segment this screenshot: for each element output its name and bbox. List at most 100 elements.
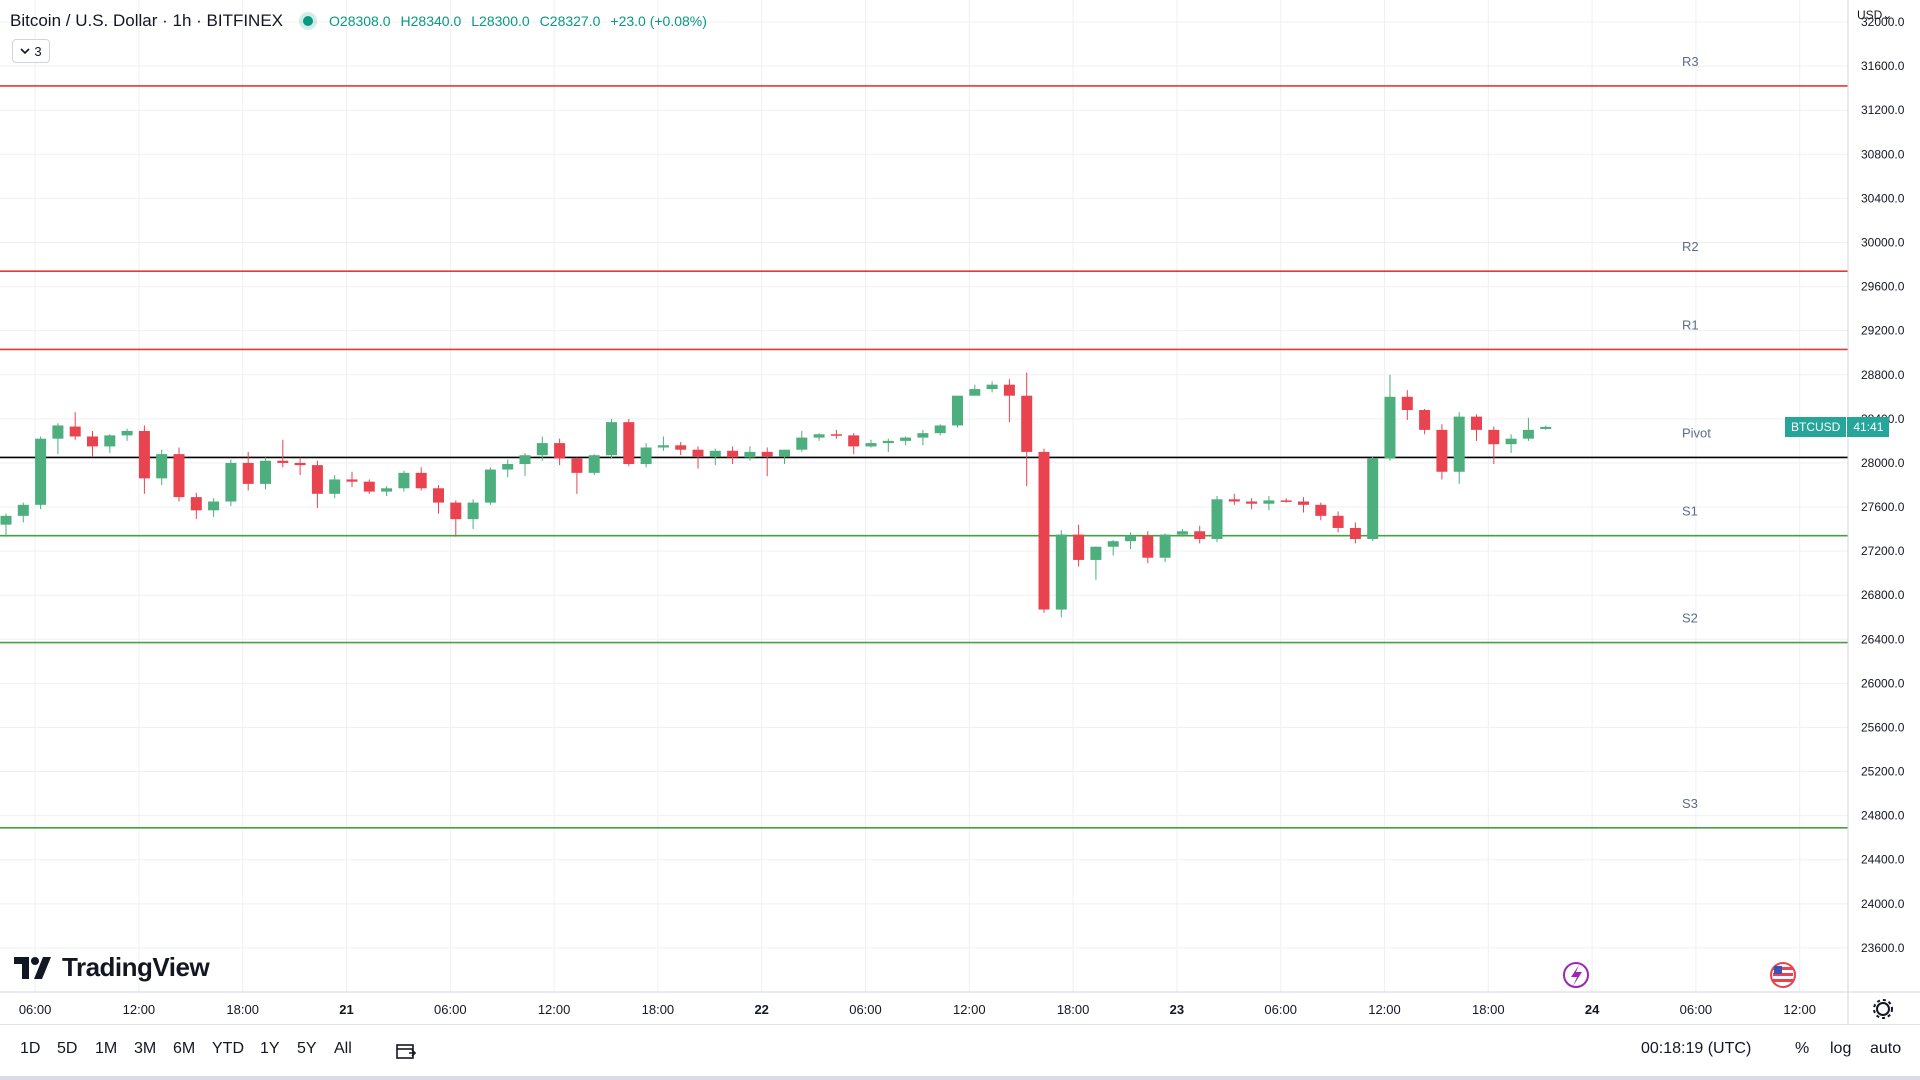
ohlc-close: C28327.0 bbox=[539, 13, 601, 29]
time-tick-label: 18:00 bbox=[642, 1002, 675, 1017]
ohlc-low: L28300.0 bbox=[471, 13, 530, 29]
price-tick-label: 24400.0 bbox=[1861, 853, 1905, 867]
candle-body bbox=[1453, 416, 1465, 472]
settings-gear-icon[interactable] bbox=[1873, 999, 1893, 1019]
market-status-icon bbox=[303, 16, 314, 26]
indicator-count: 3 bbox=[34, 43, 42, 59]
candle-body bbox=[623, 422, 635, 465]
candle-body bbox=[346, 479, 358, 482]
range-ytd-button[interactable]: YTD bbox=[212, 1040, 244, 1057]
price-tick-label: 30400.0 bbox=[1861, 191, 1905, 205]
range-1m-button[interactable]: 1M bbox=[95, 1040, 118, 1057]
time-tick-label: 23 bbox=[1170, 1002, 1184, 1017]
grid bbox=[0, 0, 1848, 992]
candle-body bbox=[1488, 429, 1500, 445]
indicators-toggle-button[interactable]: 3 bbox=[12, 39, 50, 63]
candle-body bbox=[17, 504, 29, 516]
candle-body bbox=[1367, 458, 1379, 539]
candle-body bbox=[692, 449, 704, 457]
candle-body bbox=[1280, 500, 1292, 502]
level-label-r2: R2 bbox=[1682, 239, 1699, 254]
candle-body bbox=[329, 479, 341, 494]
lightning-icon[interactable] bbox=[1563, 962, 1589, 988]
candle-body bbox=[934, 425, 946, 434]
tradingview-logo[interactable]: TradingView bbox=[14, 952, 210, 983]
candle-body bbox=[484, 469, 496, 503]
time-axis[interactable]: 06:00 12:00 18:00 21 06:00 12:00 18:00 22 06:00 1… bbox=[0, 991, 1920, 1017]
candle-body bbox=[779, 449, 790, 457]
candle-body bbox=[1038, 451, 1050, 610]
candle-body bbox=[830, 434, 842, 436]
candle-body bbox=[986, 384, 998, 390]
currency-selector[interactable]: USD⌄ bbox=[1857, 8, 1893, 22]
price-tick-label: 30800.0 bbox=[1861, 147, 1905, 161]
us-flag-icon[interactable] bbox=[1770, 962, 1796, 988]
candle-body bbox=[1436, 429, 1448, 472]
range-5d-button[interactable]: 5D bbox=[57, 1040, 78, 1057]
candle-body bbox=[398, 472, 410, 489]
candle-body bbox=[865, 443, 877, 447]
time-tick-label: 18:00 bbox=[226, 1002, 259, 1017]
candle-body bbox=[675, 445, 687, 450]
candle-body bbox=[190, 497, 202, 511]
percent-toggle[interactable]: % bbox=[1795, 1040, 1810, 1057]
price-axis[interactable]: 23600.0 24000.0 24400.0 24800.0 25200.0 25600… bbox=[1847, 0, 1920, 1024]
candle-body bbox=[536, 443, 548, 456]
time-tick-label: 06:00 bbox=[849, 1002, 882, 1017]
candle-body bbox=[138, 430, 150, 479]
candle-body bbox=[952, 395, 963, 426]
candles bbox=[0, 372, 1552, 618]
candle-body bbox=[1263, 500, 1275, 504]
price-tick-label: 23600.0 bbox=[1861, 941, 1905, 955]
candle-body bbox=[415, 472, 427, 489]
goto-date-icon[interactable] bbox=[395, 1042, 417, 1060]
level-label-pivot: Pivot bbox=[1682, 425, 1711, 440]
candle-body bbox=[1159, 534, 1171, 558]
candle-body bbox=[1471, 416, 1482, 430]
range-6m-button[interactable]: 6M bbox=[173, 1040, 196, 1057]
chart-header: Bitcoin / U.S. Dollar · 1h · BITFINEX O2… bbox=[10, 10, 717, 32]
candle-body bbox=[848, 435, 860, 447]
candle-body bbox=[657, 445, 669, 448]
candle-body bbox=[761, 451, 773, 457]
utc-clock[interactable]: 00:18:19 (UTC) bbox=[1641, 1040, 1752, 1057]
time-tick-label: 06:00 bbox=[1680, 1002, 1713, 1017]
candle-body bbox=[1073, 534, 1085, 560]
candle-body bbox=[0, 515, 12, 525]
candle-body bbox=[1055, 534, 1067, 610]
candle-body bbox=[813, 434, 825, 438]
auto-toggle[interactable]: auto bbox=[1870, 1040, 1902, 1057]
candle-body bbox=[225, 462, 237, 502]
candle-body bbox=[588, 455, 600, 473]
candle-body bbox=[1522, 429, 1534, 439]
range-1y-button[interactable]: 1Y bbox=[260, 1040, 280, 1057]
symbol-title[interactable]: Bitcoin / U.S. Dollar · 1h · BITFINEX bbox=[10, 11, 284, 30]
price-tick-label: 26800.0 bbox=[1861, 588, 1905, 602]
candle-body bbox=[35, 438, 47, 505]
time-tick-label: 12:00 bbox=[953, 1002, 986, 1017]
time-tick-label: 24 bbox=[1585, 1002, 1600, 1017]
range-3m-button[interactable]: 3M bbox=[134, 1040, 157, 1057]
candle-body bbox=[1401, 396, 1413, 411]
candle-body bbox=[882, 440, 894, 444]
candle-body bbox=[1332, 515, 1344, 528]
candle-body bbox=[519, 455, 531, 465]
log-toggle[interactable]: log bbox=[1830, 1040, 1852, 1057]
candle-body bbox=[1505, 438, 1517, 445]
price-tick-label: 25200.0 bbox=[1861, 765, 1905, 779]
ohlc-high: H28340.0 bbox=[400, 13, 462, 29]
candle-body bbox=[1540, 426, 1552, 429]
range-1d-button[interactable]: 1D bbox=[20, 1040, 41, 1057]
candle-body bbox=[450, 502, 462, 520]
candle-body bbox=[173, 454, 185, 498]
range-all-button[interactable]: All bbox=[334, 1040, 352, 1057]
candle-body bbox=[1194, 531, 1206, 539]
candle-body bbox=[554, 443, 566, 459]
time-tick-label: 06:00 bbox=[1264, 1002, 1297, 1017]
range-5y-button[interactable]: 5Y bbox=[297, 1040, 317, 1057]
candle-body bbox=[1107, 541, 1119, 547]
price-tick-label: 27600.0 bbox=[1861, 500, 1905, 514]
candle-body bbox=[709, 450, 721, 457]
candle-body bbox=[744, 451, 756, 458]
